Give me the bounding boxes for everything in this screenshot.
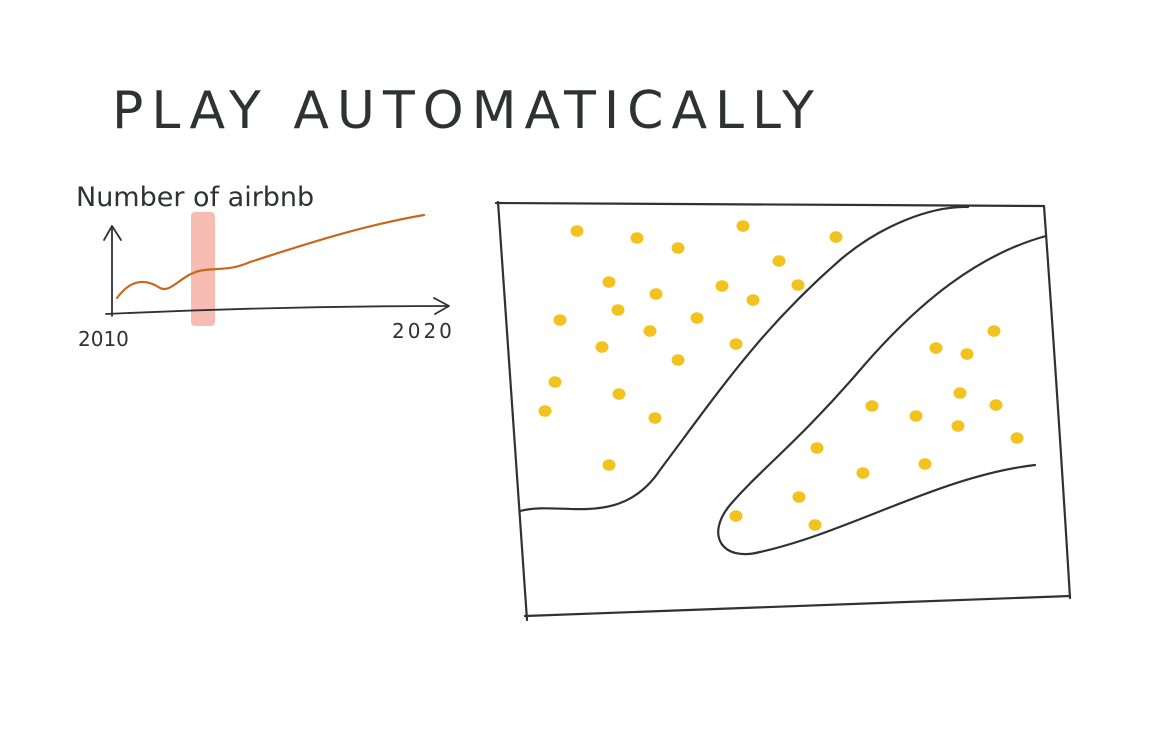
listing-dot[interactable] xyxy=(643,325,657,337)
map-border-left xyxy=(496,200,529,622)
y-axis-arrow-icon xyxy=(103,225,122,241)
listing-dot[interactable] xyxy=(772,255,786,267)
listing-dot[interactable] xyxy=(951,420,965,432)
listing-dot[interactable] xyxy=(649,288,663,300)
mini-chart-trend-line xyxy=(115,213,426,300)
listing-dot[interactable] xyxy=(987,325,1001,337)
listing-dot[interactable] xyxy=(791,279,805,291)
listing-dot[interactable] xyxy=(856,467,870,479)
listing-dot[interactable] xyxy=(570,225,584,237)
listing-dot[interactable] xyxy=(671,242,685,254)
listing-dot[interactable] xyxy=(792,491,806,503)
listing-dot[interactable] xyxy=(611,304,625,316)
listing-dot[interactable] xyxy=(602,276,616,288)
listing-dot[interactable] xyxy=(989,399,1003,411)
listing-dot[interactable] xyxy=(715,280,729,292)
listing-dot[interactable] xyxy=(690,312,704,324)
listing-dot[interactable] xyxy=(630,232,644,244)
listing-dot[interactable] xyxy=(746,294,760,306)
map-border-right xyxy=(1042,204,1072,600)
listing-dot[interactable] xyxy=(960,348,974,360)
listing-dot[interactable] xyxy=(553,314,567,326)
mini-chart-x-axis xyxy=(105,305,449,315)
mini-chart-ylabel: Number of airbnb xyxy=(76,182,314,213)
listing-dot[interactable] xyxy=(736,220,750,232)
map-border-bottom xyxy=(523,594,1072,618)
listing-dots xyxy=(538,220,1024,531)
listing-dot[interactable] xyxy=(808,519,822,531)
listing-dot[interactable] xyxy=(548,376,562,388)
mini-line-chart: Number of airbnb 2010 2020 xyxy=(76,182,455,351)
listing-dot[interactable] xyxy=(865,400,879,412)
listing-dot[interactable] xyxy=(810,442,824,454)
listing-dot[interactable] xyxy=(612,388,626,400)
listing-dot[interactable] xyxy=(953,387,967,399)
listing-dot[interactable] xyxy=(595,341,609,353)
listing-dot[interactable] xyxy=(929,342,943,354)
listing-dot[interactable] xyxy=(729,510,743,522)
map-panel xyxy=(494,200,1072,622)
timeline-highlight-band[interactable] xyxy=(191,212,215,326)
listing-dot[interactable] xyxy=(671,354,685,366)
listing-dot[interactable] xyxy=(918,458,932,470)
listing-dot[interactable] xyxy=(1010,432,1024,444)
map-border-top xyxy=(494,201,1045,208)
page-title: PLAY AUTOMATICALLY xyxy=(112,81,822,141)
x-axis-arrow-icon xyxy=(433,297,450,315)
listing-dot[interactable] xyxy=(829,231,843,243)
river-bank-lower xyxy=(717,234,1048,556)
listing-dot[interactable] xyxy=(648,412,662,424)
listing-dot[interactable] xyxy=(538,405,552,417)
listing-dot[interactable] xyxy=(909,410,923,422)
listing-dot[interactable] xyxy=(729,338,743,350)
x-axis-start-label: 2010 xyxy=(78,327,129,351)
listing-dot[interactable] xyxy=(602,459,616,471)
river-bank-upper xyxy=(518,205,970,513)
x-axis-end-label: 2020 xyxy=(392,319,455,343)
